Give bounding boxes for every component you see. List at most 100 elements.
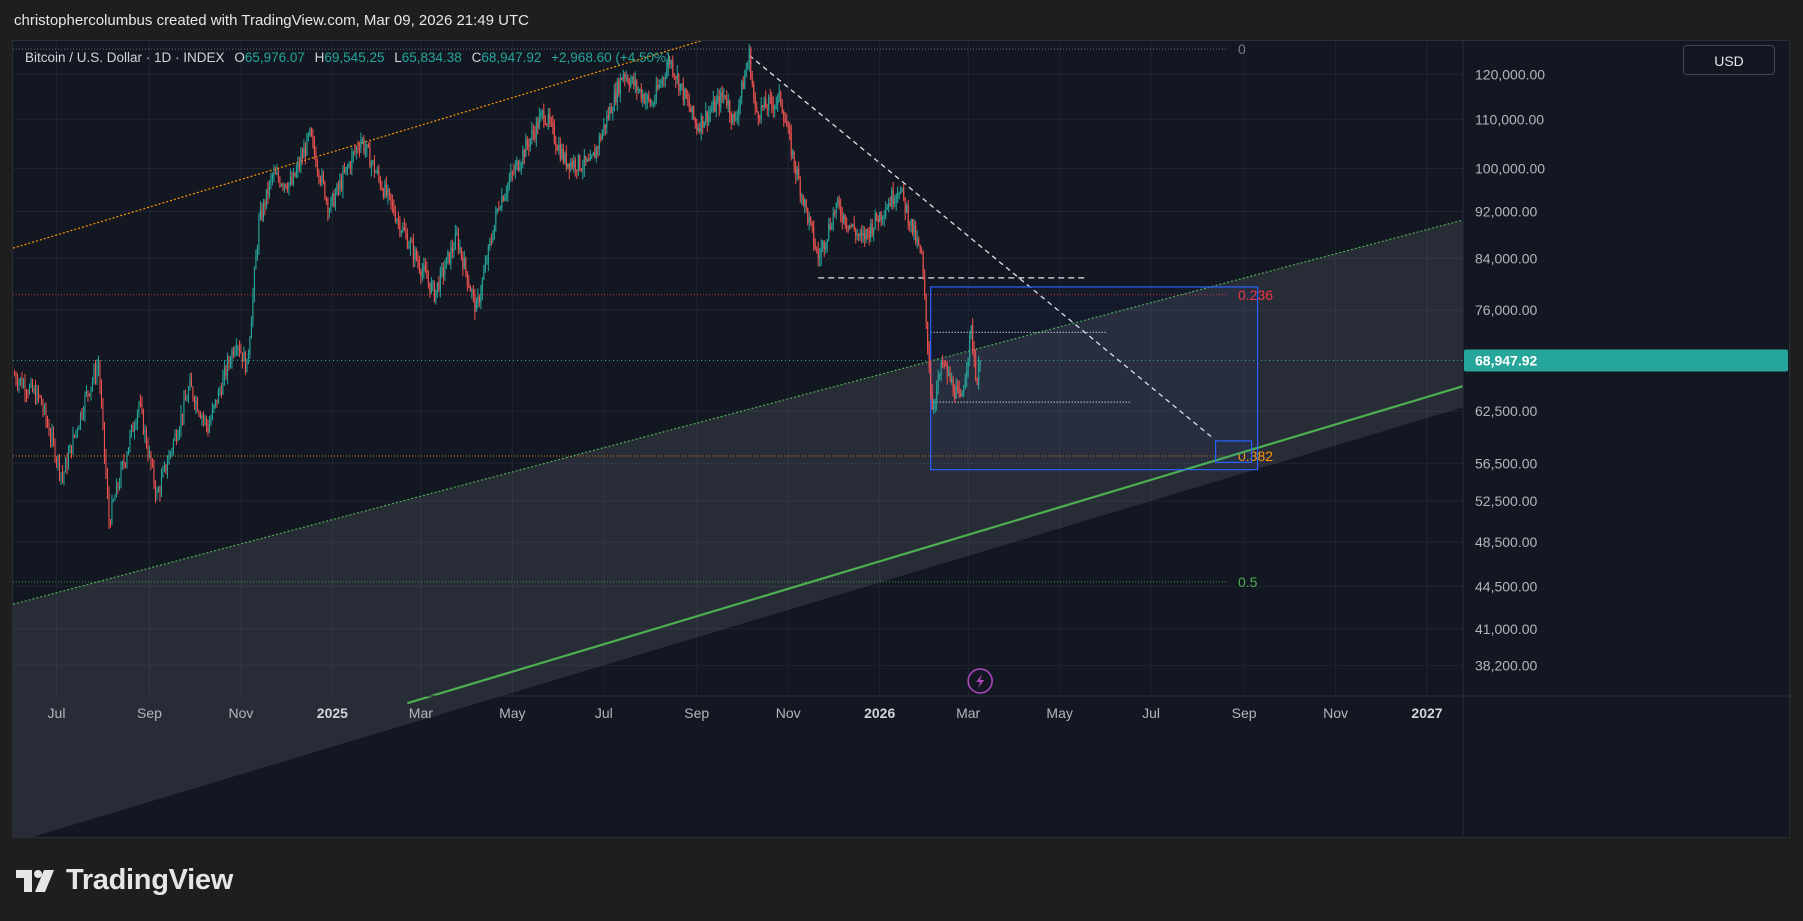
candle-body <box>918 238 920 245</box>
candle-body <box>729 101 731 116</box>
candle-body <box>403 227 405 231</box>
candle-body <box>561 149 563 160</box>
candle-body <box>117 483 119 488</box>
candle-body <box>691 106 693 113</box>
candle-body <box>708 113 710 123</box>
candle-body <box>570 161 572 171</box>
candle-body <box>322 173 324 182</box>
candle-body <box>420 270 422 277</box>
candle-body <box>538 116 540 129</box>
candle-body <box>295 169 297 177</box>
candle-body <box>183 397 185 418</box>
candle-body <box>388 189 390 194</box>
candle-body <box>723 95 725 97</box>
candle-body <box>103 422 105 455</box>
candle-body <box>243 352 245 362</box>
candle-body <box>291 177 293 185</box>
candle-body <box>114 497 116 501</box>
candle-body <box>577 155 579 171</box>
candle-body <box>315 153 317 166</box>
candle-body <box>787 126 789 128</box>
time-tick-label: Nov <box>228 705 253 721</box>
candle-body <box>868 231 870 238</box>
candle-body <box>312 136 314 141</box>
candle-body <box>669 59 671 64</box>
candle-body <box>424 265 426 271</box>
candle-body <box>520 163 522 168</box>
candle-body <box>700 116 702 132</box>
candle-body <box>408 246 410 248</box>
candle-body <box>522 150 524 164</box>
candle-body <box>213 404 215 409</box>
candle-body <box>93 368 95 381</box>
candle-body <box>453 249 455 252</box>
candle-body <box>843 214 845 222</box>
candle-body <box>880 212 882 220</box>
candle-body <box>526 139 528 145</box>
candle-body <box>547 113 549 125</box>
candle-body <box>483 271 485 280</box>
candle-body <box>519 167 521 171</box>
candle-body <box>619 77 621 95</box>
low-label: L <box>394 50 402 65</box>
price-tick-label: 110,000.00 <box>1475 111 1544 127</box>
candle-body <box>280 184 282 186</box>
candle-body <box>637 89 639 91</box>
candle-body <box>826 238 828 245</box>
last-price-tag <box>1464 349 1788 372</box>
candle-body <box>600 136 602 140</box>
candle-body <box>901 187 903 190</box>
candle-body <box>535 121 537 139</box>
candle-body <box>166 464 168 472</box>
candle-body <box>591 155 593 158</box>
candle-body <box>439 269 441 291</box>
candle-body <box>61 473 64 478</box>
price-chart[interactable]: 00.2360.3820.5120,000.00110,000.00100,00… <box>13 41 1790 838</box>
candle-body <box>822 241 824 248</box>
candle-body <box>513 172 515 174</box>
candle-body <box>831 227 833 229</box>
price-tick-label: 120,000.00 <box>1475 66 1545 82</box>
candle-body <box>652 103 654 105</box>
candle-body <box>139 403 141 405</box>
candle-body <box>498 208 500 210</box>
candle-body <box>505 193 507 197</box>
candle-body <box>231 350 233 364</box>
candle-body <box>180 413 182 430</box>
candle-body <box>808 217 810 223</box>
candle-body <box>865 229 867 240</box>
candle-body <box>703 122 705 128</box>
candle-body <box>580 169 582 171</box>
candle-body <box>225 367 227 377</box>
candle-body <box>94 368 96 379</box>
candle-body <box>675 76 677 80</box>
candle-body <box>277 172 279 180</box>
candle-body <box>769 96 771 98</box>
candle-body <box>358 148 360 150</box>
candle-body <box>196 400 198 412</box>
candle-body <box>141 403 143 411</box>
candle-body <box>805 199 807 209</box>
candle-body <box>261 209 263 219</box>
candle-body <box>850 225 852 227</box>
candle-body <box>819 256 821 259</box>
candle-body <box>355 147 357 152</box>
candle-body <box>595 147 597 159</box>
candle-body <box>144 430 146 434</box>
candle-body <box>78 426 80 430</box>
candle-body <box>624 74 626 79</box>
candle-body <box>736 117 738 119</box>
candle-body <box>928 349 930 369</box>
events-lightning-icon[interactable] <box>967 668 993 694</box>
currency-button[interactable]: USD <box>1683 45 1775 75</box>
tradingview-logo[interactable]: TradingView <box>16 864 233 897</box>
candle-body <box>493 224 495 239</box>
candle-body <box>528 144 530 148</box>
candle-body <box>556 147 558 151</box>
chart-panel[interactable]: 0 0.236 0.382 0.5 120,000.00 110,000.00 100,00… <box>12 40 1790 838</box>
candle-body <box>364 149 366 152</box>
candle-body <box>699 128 701 132</box>
candle-body <box>337 184 339 189</box>
open-label: O <box>234 50 245 65</box>
candle-body <box>400 231 402 233</box>
